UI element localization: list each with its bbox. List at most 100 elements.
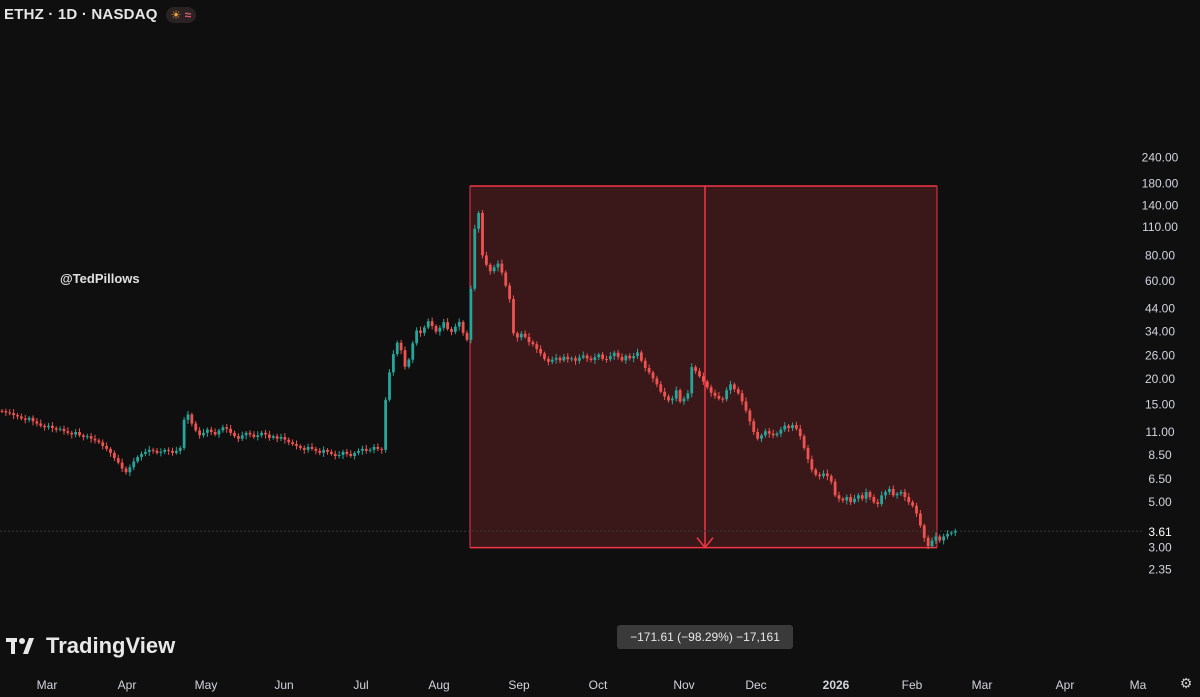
candle[interactable]: [35, 418, 39, 427]
candle[interactable]: [752, 418, 756, 435]
candle[interactable]: [767, 427, 771, 438]
candle[interactable]: [426, 318, 430, 330]
candle[interactable]: [810, 455, 814, 473]
candle[interactable]: [775, 431, 779, 438]
candle[interactable]: [721, 396, 725, 403]
candle[interactable]: [229, 424, 233, 436]
candle[interactable]: [97, 438, 101, 445]
candle[interactable]: [868, 490, 872, 500]
candle[interactable]: [659, 381, 663, 394]
candle[interactable]: [508, 282, 512, 303]
candle[interactable]: [853, 494, 856, 504]
candle[interactable]: [632, 352, 636, 363]
candle[interactable]: [825, 469, 829, 481]
candle[interactable]: [213, 428, 217, 437]
candle[interactable]: [488, 263, 492, 275]
candle[interactable]: [376, 443, 380, 452]
candle[interactable]: [674, 386, 678, 402]
candle[interactable]: [616, 349, 620, 360]
candle[interactable]: [182, 417, 186, 451]
candle[interactable]: [593, 353, 597, 365]
candle[interactable]: [779, 426, 783, 438]
candle[interactable]: [678, 388, 682, 404]
candle[interactable]: [554, 353, 558, 364]
candle[interactable]: [233, 430, 236, 438]
candle[interactable]: [884, 489, 887, 500]
candle[interactable]: [287, 437, 291, 446]
candle[interactable]: [895, 491, 899, 499]
candle[interactable]: [388, 369, 391, 402]
candle[interactable]: [411, 340, 415, 364]
candle[interactable]: [949, 530, 953, 536]
candle[interactable]: [58, 426, 62, 432]
candle[interactable]: [732, 382, 736, 393]
candle[interactable]: [946, 530, 949, 540]
candle[interactable]: [612, 350, 616, 361]
candle[interactable]: [310, 442, 314, 451]
candle[interactable]: [78, 428, 81, 438]
candle[interactable]: [128, 464, 132, 477]
candle[interactable]: [504, 270, 508, 288]
candle[interactable]: [244, 431, 248, 440]
candle[interactable]: [198, 427, 202, 439]
candle[interactable]: [736, 386, 740, 396]
candle[interactable]: [31, 415, 35, 426]
candle[interactable]: [275, 433, 279, 443]
candle[interactable]: [163, 448, 167, 455]
candle[interactable]: [329, 449, 333, 456]
candle[interactable]: [143, 448, 147, 457]
candle[interactable]: [577, 354, 581, 364]
candle[interactable]: [802, 434, 806, 451]
candle[interactable]: [856, 493, 860, 503]
candle[interactable]: [833, 478, 837, 498]
candle[interactable]: [167, 447, 171, 455]
candle[interactable]: [438, 325, 442, 336]
candle[interactable]: [105, 442, 109, 452]
candle[interactable]: [481, 210, 484, 259]
candle[interactable]: [527, 332, 531, 346]
candle[interactable]: [570, 356, 574, 362]
candle[interactable]: [814, 467, 818, 477]
candle[interactable]: [112, 450, 116, 462]
candle[interactable]: [492, 264, 496, 274]
candle[interactable]: [171, 447, 174, 456]
candle[interactable]: [903, 488, 907, 501]
candle[interactable]: [682, 396, 686, 405]
candle[interactable]: [829, 473, 833, 485]
candle[interactable]: [93, 434, 97, 444]
candle[interactable]: [930, 537, 934, 548]
candle[interactable]: [399, 339, 403, 355]
candle[interactable]: [391, 350, 395, 376]
candle[interactable]: [151, 447, 155, 454]
candle[interactable]: [357, 448, 360, 456]
candle[interactable]: [581, 351, 585, 360]
candle[interactable]: [372, 444, 376, 454]
candle[interactable]: [283, 433, 287, 444]
candle[interactable]: [744, 397, 748, 413]
candle[interactable]: [756, 428, 760, 441]
candle[interactable]: [384, 397, 388, 453]
candle[interactable]: [221, 424, 225, 433]
candle[interactable]: [322, 446, 326, 457]
candle[interactable]: [186, 410, 190, 424]
candle[interactable]: [911, 500, 915, 508]
candle[interactable]: [608, 352, 612, 362]
candle[interactable]: [349, 450, 353, 458]
candle[interactable]: [326, 448, 329, 455]
candle[interactable]: [740, 390, 744, 405]
candle[interactable]: [205, 427, 209, 437]
candle[interactable]: [124, 466, 128, 475]
candle[interactable]: [47, 422, 50, 430]
candle[interactable]: [194, 421, 198, 433]
candle[interactable]: [0, 408, 4, 413]
candle[interactable]: [605, 355, 608, 363]
candle[interactable]: [8, 409, 12, 416]
candle[interactable]: [519, 331, 523, 341]
candle[interactable]: [453, 323, 457, 335]
candle[interactable]: [252, 431, 256, 439]
candle[interactable]: [818, 472, 822, 480]
candle[interactable]: [16, 412, 19, 420]
candle[interactable]: [709, 384, 713, 397]
candle[interactable]: [876, 498, 880, 508]
candle[interactable]: [647, 364, 651, 375]
